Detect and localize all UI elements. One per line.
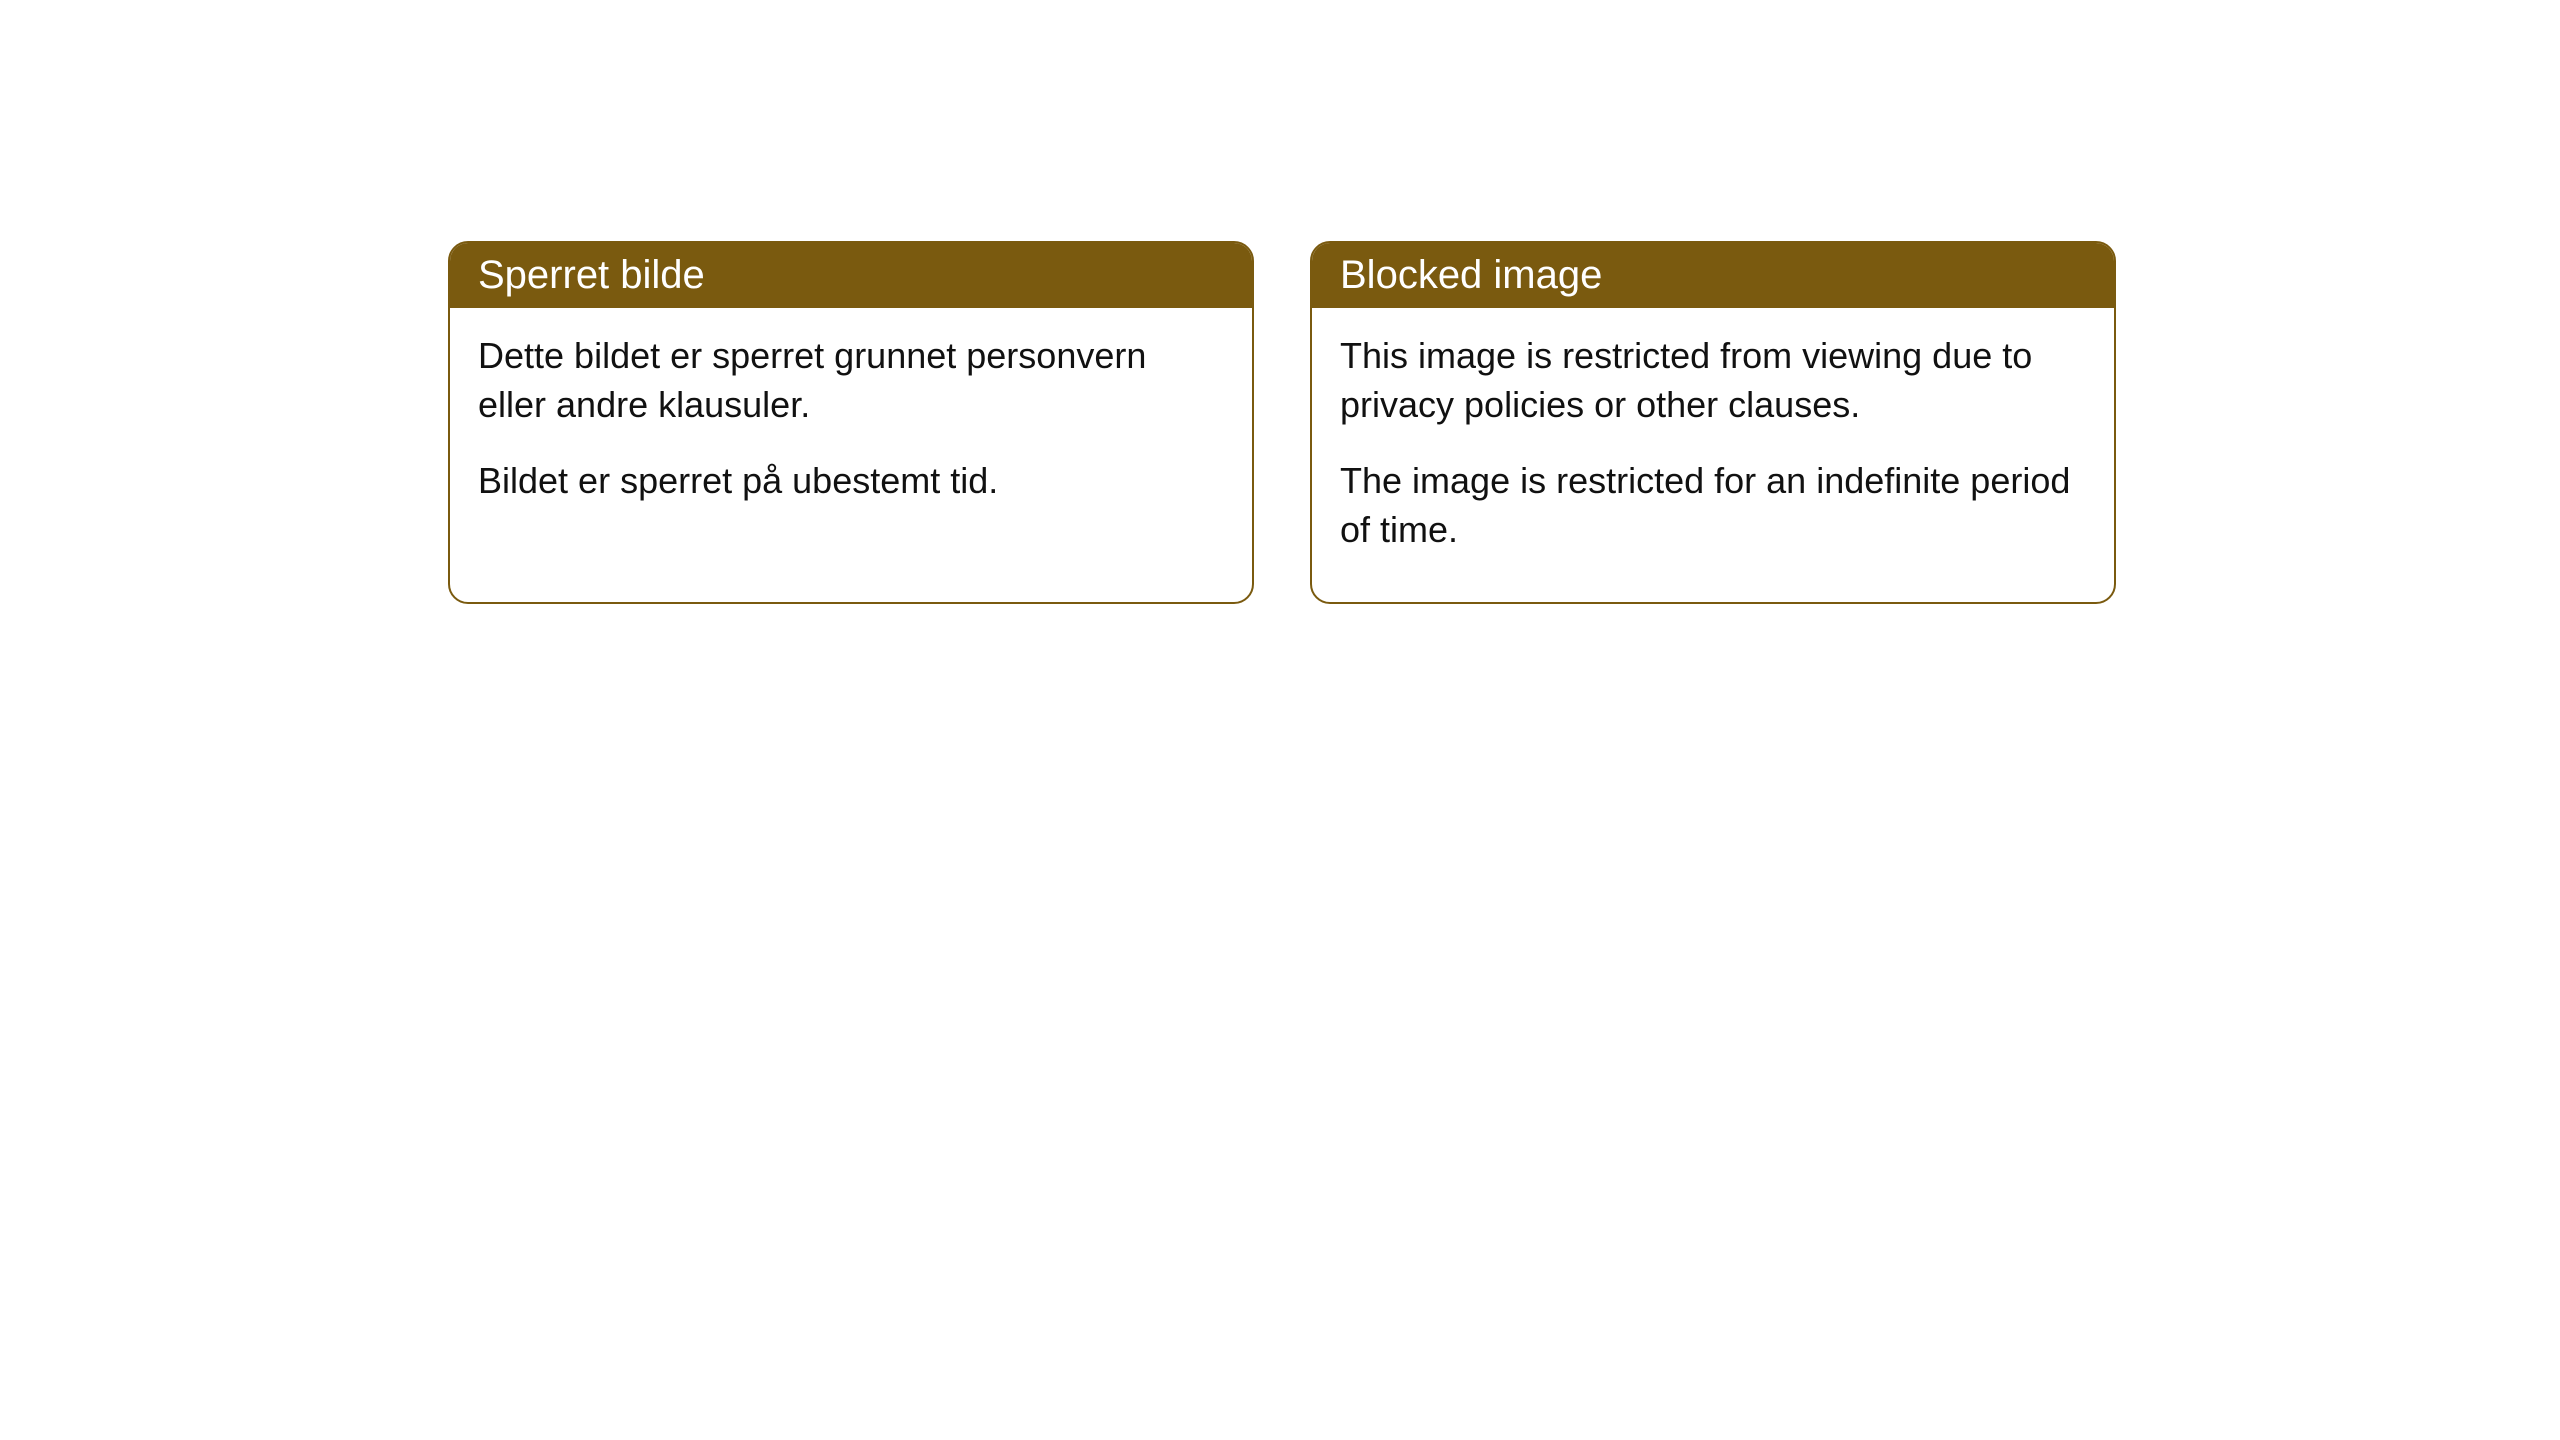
card-paragraph2-english: The image is restricted for an indefinit… <box>1340 457 2086 554</box>
card-title-norwegian: Sperret bilde <box>478 253 705 297</box>
card-body-english: This image is restricted from viewing du… <box>1312 308 2114 602</box>
card-english: Blocked image This image is restricted f… <box>1310 241 2116 604</box>
card-title-english: Blocked image <box>1340 253 1602 297</box>
card-paragraph2-norwegian: Bildet er sperret på ubestemt tid. <box>478 457 1224 506</box>
card-paragraph1-norwegian: Dette bildet er sperret grunnet personve… <box>478 332 1224 429</box>
card-header-norwegian: Sperret bilde <box>450 243 1252 308</box>
card-norwegian: Sperret bilde Dette bildet er sperret gr… <box>448 241 1254 604</box>
card-header-english: Blocked image <box>1312 243 2114 308</box>
card-body-norwegian: Dette bildet er sperret grunnet personve… <box>450 308 1252 554</box>
card-paragraph1-english: This image is restricted from viewing du… <box>1340 332 2086 429</box>
cards-container: Sperret bilde Dette bildet er sperret gr… <box>448 241 2116 604</box>
